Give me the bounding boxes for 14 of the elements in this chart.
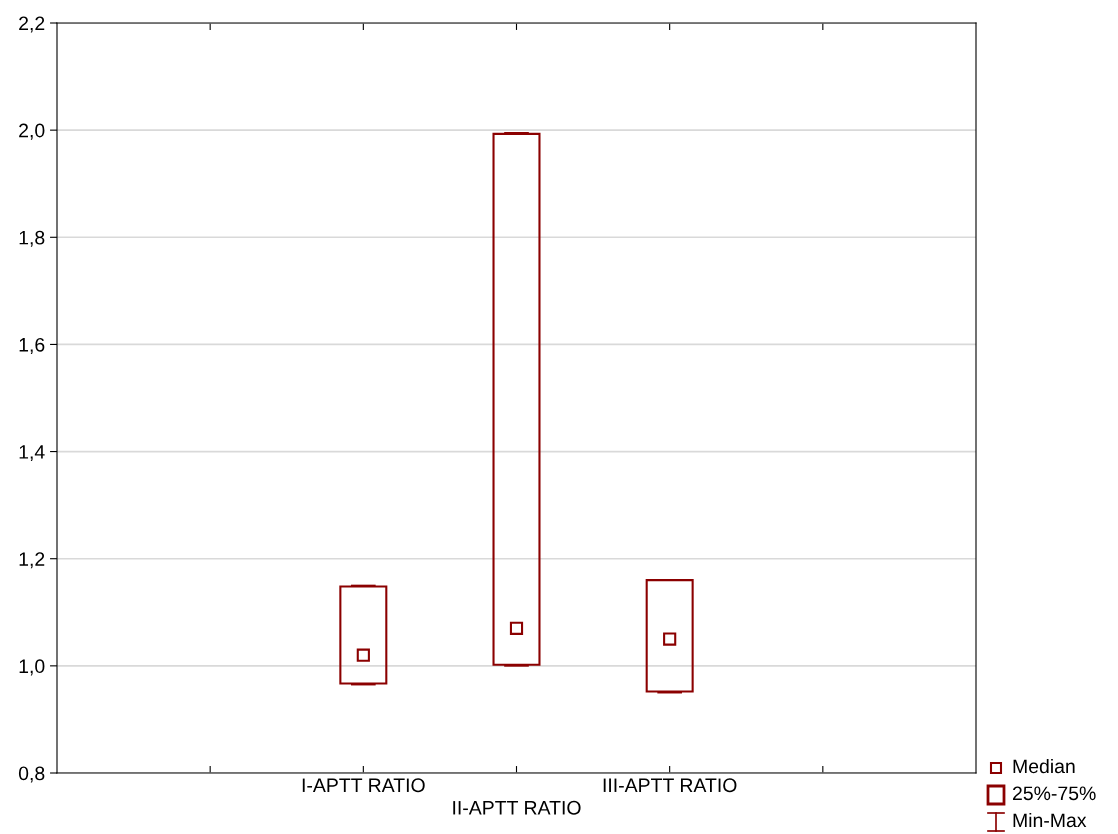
text: 25%-75% xyxy=(1012,786,1096,801)
x-tick-label: II-APTT RATIO xyxy=(453,800,581,815)
y-tick-label: 1,8 xyxy=(19,230,45,247)
x-tick-label: III-APTT RATIO xyxy=(603,778,737,793)
y-tick-label: 1,2 xyxy=(19,552,45,569)
y-tick-label: 2,0 xyxy=(19,123,45,140)
y-tick-label: 1,4 xyxy=(19,445,45,462)
y-tick-label: 1,6 xyxy=(19,337,45,354)
text: Median xyxy=(1013,758,1075,774)
text: Min-Max xyxy=(1013,812,1087,828)
x-tick-label: I-APTT RATIO xyxy=(302,778,425,793)
y-tick-label: 1,0 xyxy=(19,659,45,676)
y-tick-label: 2,2 xyxy=(19,16,45,33)
y-tick-label: 0,8 xyxy=(18,766,45,783)
